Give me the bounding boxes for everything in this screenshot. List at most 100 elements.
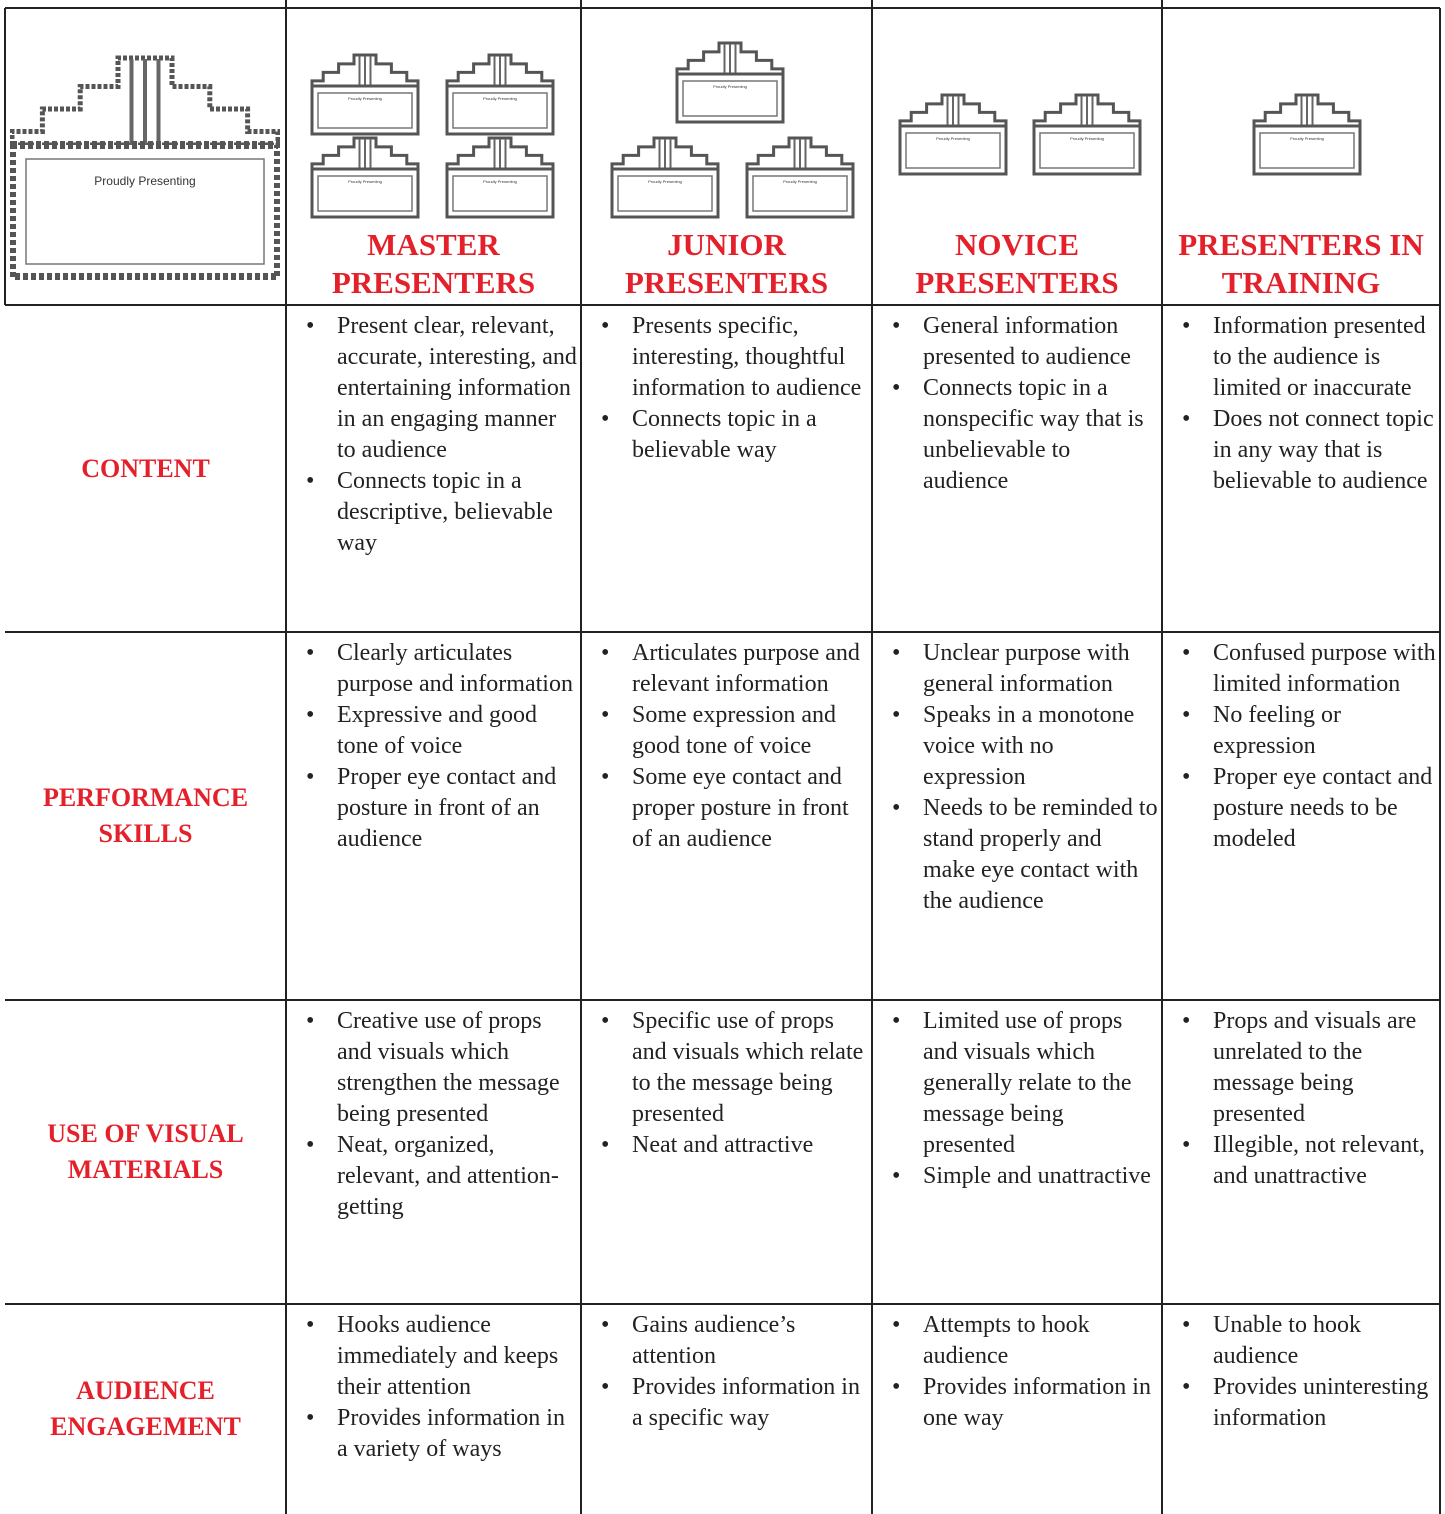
rubric-cell: Confused purpose with limited informatio… (1167, 638, 1437, 855)
bullet-list: Attempts to hook audienceProvides inform… (877, 1310, 1159, 1434)
bullet-item: Attempts to hook audience (892, 1310, 1159, 1372)
bullet-item: Gains audience’s attention (601, 1310, 869, 1372)
bullet-item: Connects topic in a descriptive, believa… (306, 466, 578, 559)
rubric-cell: Hooks audience immediately and keeps the… (291, 1310, 578, 1465)
sign-text: Proudly Presenting (1290, 136, 1324, 141)
criterion-label: CONTENT (25, 305, 266, 632)
criterion-text: PERFORMANCE SKILLS (42, 783, 249, 848)
rubric-cell: Clearly articulates purpose and informat… (291, 638, 578, 855)
sign-text: Proudly Presenting (483, 96, 517, 101)
bullet-list: Presents specific, interesting, thoughtf… (586, 311, 869, 466)
sign-text: Proudly Presenting (483, 179, 517, 184)
rubric-cell: Information presented to the audience is… (1167, 311, 1437, 497)
marquee-sign: Proudly Presenting (675, 41, 785, 124)
column-header: NOVICE PRESENTERS (915, 227, 1119, 300)
marquee-sign: Proudly Presenting (898, 93, 1008, 176)
bullet-item: Information presented to the audience is… (1182, 311, 1437, 404)
bullet-item: Simple and unattractive (892, 1161, 1159, 1192)
criterion-label: USE OF VISUAL MATERIALS (25, 1000, 266, 1304)
bullet-list: Creative use of props and visuals which … (291, 1006, 578, 1223)
rubric-cell: Present clear, relevant, accurate, inter… (291, 311, 578, 559)
bullet-item: Props and visuals are unrelated to the m… (1182, 1006, 1437, 1130)
rubric-cell: Gains audience’s attentionProvides infor… (586, 1310, 869, 1434)
bullet-list: Hooks audience immediately and keeps the… (291, 1310, 578, 1465)
rubric-cell: Unclear purpose with general information… (877, 638, 1159, 917)
rubric-cell: Unable to hook audienceProvides unintere… (1167, 1310, 1437, 1434)
bullet-item: Expressive and good tone of voice (306, 700, 578, 762)
bullet-list: Unable to hook audienceProvides unintere… (1167, 1310, 1437, 1434)
bullet-list: Articulates purpose and relevant informa… (586, 638, 869, 855)
column-header: MASTER PRESENTERS (331, 227, 536, 300)
column-header: PRESENTERS IN TRAINING (1178, 227, 1424, 300)
sign-text: Proudly Presenting (713, 84, 747, 89)
bullet-item: Does not connect topic in any way that i… (1182, 404, 1437, 497)
bullet-item: Present clear, relevant, accurate, inter… (306, 311, 578, 466)
criterion-text: CONTENT (81, 453, 210, 483)
marquee-sign: Proudly Presenting (745, 136, 855, 219)
bullet-item: Speaks in a monotone voice with no expre… (892, 700, 1159, 793)
bullet-list: Specific use of props and visuals which … (586, 1006, 869, 1161)
bullet-item: Hooks audience immediately and keeps the… (306, 1310, 578, 1403)
bullet-item: Creative use of props and visuals which … (306, 1006, 578, 1130)
bullet-item: Illegible, not relevant, and unattractiv… (1182, 1130, 1437, 1192)
bullet-list: Unclear purpose with general information… (877, 638, 1159, 917)
sign-text: Proudly Presenting (348, 179, 382, 184)
sign-text: Proudly Presenting (936, 136, 970, 141)
bullet-list: Gains audience’s attentionProvides infor… (586, 1310, 869, 1434)
bullet-item: Clearly articulates purpose and informat… (306, 638, 578, 700)
bullet-list: Present clear, relevant, accurate, inter… (291, 311, 578, 559)
rubric-cell: Attempts to hook audienceProvides inform… (877, 1310, 1159, 1434)
rubric-cell: Presents specific, interesting, thoughtf… (586, 311, 869, 466)
bullet-item: Needs to be reminded to stand properly a… (892, 793, 1159, 917)
sign-text: Proudly Presenting (783, 179, 817, 184)
bullet-item: Provides information in a variety of way… (306, 1403, 578, 1465)
marquee-sign: Proudly Presenting (1252, 93, 1362, 176)
sign-text: Proudly Presenting (94, 174, 195, 188)
bullet-list: Information presented to the audience is… (1167, 311, 1437, 497)
bullet-item: Neat, organized, relevant, and attention… (306, 1130, 578, 1223)
bullet-item: Unable to hook audience (1182, 1310, 1437, 1372)
bullet-item: Connects topic in a nonspecific way that… (892, 373, 1159, 497)
criterion-label: AUDIENCE ENGAGEMENT (25, 1304, 266, 1514)
bullet-item: Articulates purpose and relevant informa… (601, 638, 869, 700)
criterion-text: USE OF VISUAL MATERIALS (47, 1119, 244, 1184)
marquee-sign: Proudly Presenting (445, 53, 555, 136)
bullet-item: Specific use of props and visuals which … (601, 1006, 869, 1130)
sign-text: Proudly Presenting (1070, 136, 1104, 141)
bullet-item: Confused purpose with limited informatio… (1182, 638, 1437, 700)
marquee-sign: Proudly Presenting (10, 55, 280, 280)
marquee-sign: Proudly Presenting (445, 136, 555, 219)
bullet-item: Provides information in one way (892, 1372, 1159, 1434)
bullet-list: Limited use of props and visuals which g… (877, 1006, 1159, 1192)
marquee-sign: Proudly Presenting (310, 53, 420, 136)
bullet-item: Some eye contact and proper posture in f… (601, 762, 869, 855)
bullet-list: Confused purpose with limited informatio… (1167, 638, 1437, 855)
bullet-item: Connects topic in a believable way (601, 404, 869, 466)
bullet-list: General information presented to audienc… (877, 311, 1159, 497)
bullet-item: General information presented to audienc… (892, 311, 1159, 373)
marquee-sign: Proudly Presenting (1032, 93, 1142, 176)
criterion-text: AUDIENCE ENGAGEMENT (50, 1376, 241, 1441)
bullet-item: Proper eye contact and posture needs to … (1182, 762, 1437, 855)
rubric-cell: Limited use of props and visuals which g… (877, 1006, 1159, 1192)
bullet-item: Neat and attractive (601, 1130, 869, 1161)
sign-text: Proudly Presenting (348, 96, 382, 101)
marquee-sign: Proudly Presenting (610, 136, 720, 219)
bullet-list: Props and visuals are unrelated to the m… (1167, 1006, 1437, 1192)
bullet-item: Some expression and good tone of voice (601, 700, 869, 762)
bullet-item: Unclear purpose with general information (892, 638, 1159, 700)
bullet-item: No feeling or expression (1182, 700, 1437, 762)
bullet-item: Provides information in a specific way (601, 1372, 869, 1434)
marquee-sign: Proudly Presenting (310, 136, 420, 219)
bullet-item: Presents specific, interesting, thoughtf… (601, 311, 869, 404)
column-header: JUNIOR PRESENTERS (624, 227, 829, 300)
bullet-item: Limited use of props and visuals which g… (892, 1006, 1159, 1161)
bullet-item: Proper eye contact and posture in front … (306, 762, 578, 855)
criterion-label: PERFORMANCE SKILLS (25, 632, 266, 1000)
rubric-cell: Articulates purpose and relevant informa… (586, 638, 869, 855)
rubric-cell: Props and visuals are unrelated to the m… (1167, 1006, 1437, 1192)
rubric-cell: General information presented to audienc… (877, 311, 1159, 497)
bullet-list: Clearly articulates purpose and informat… (291, 638, 578, 855)
